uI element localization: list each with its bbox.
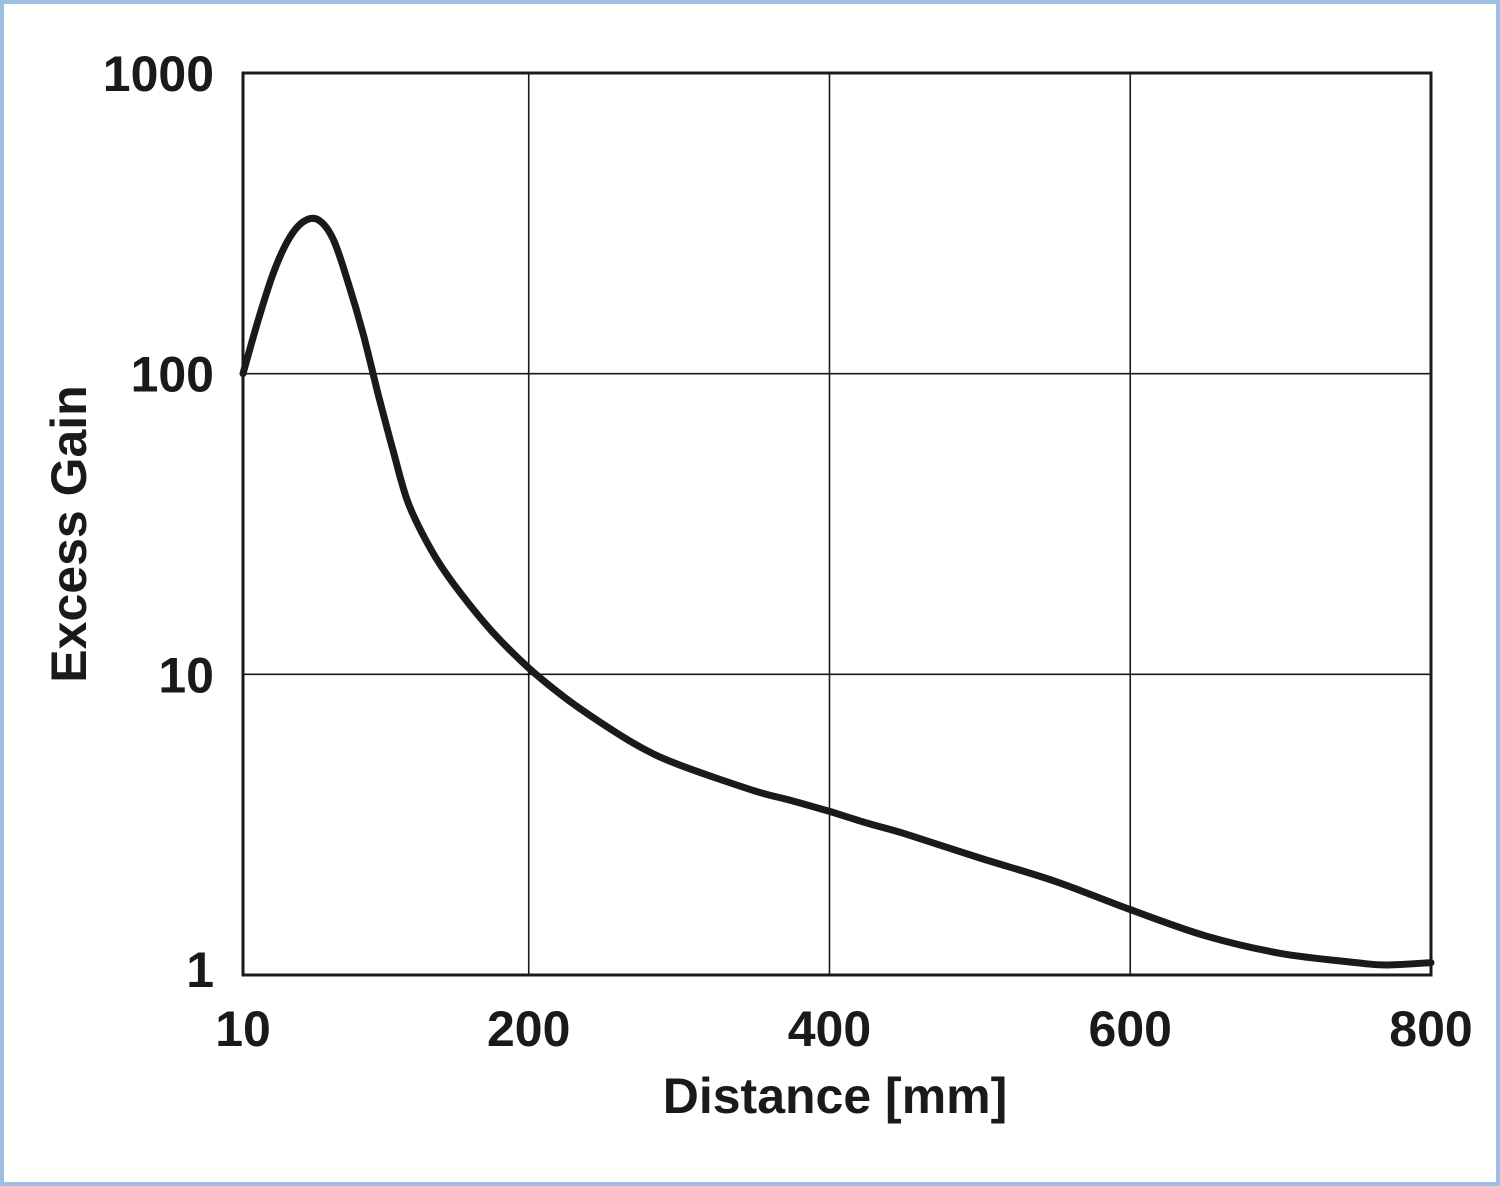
- x-axis-label: Distance [mm]: [663, 1068, 1008, 1124]
- y-tick-label: 10: [158, 647, 214, 703]
- y-tick-label: 100: [131, 347, 214, 403]
- x-tick-label: 800: [1389, 1001, 1472, 1057]
- x-tick-label: 10: [215, 1001, 271, 1057]
- x-tick-label: 200: [487, 1001, 570, 1057]
- y-axis-label: Excess Gain: [41, 385, 97, 682]
- plot-border: [241, 71, 1433, 977]
- y-tick-label: 1000: [103, 46, 214, 102]
- x-tick-label: 400: [788, 1001, 871, 1057]
- x-tick-label: 600: [1089, 1001, 1172, 1057]
- series-line: [239, 214, 1435, 969]
- y-tick-label: 1: [186, 942, 214, 998]
